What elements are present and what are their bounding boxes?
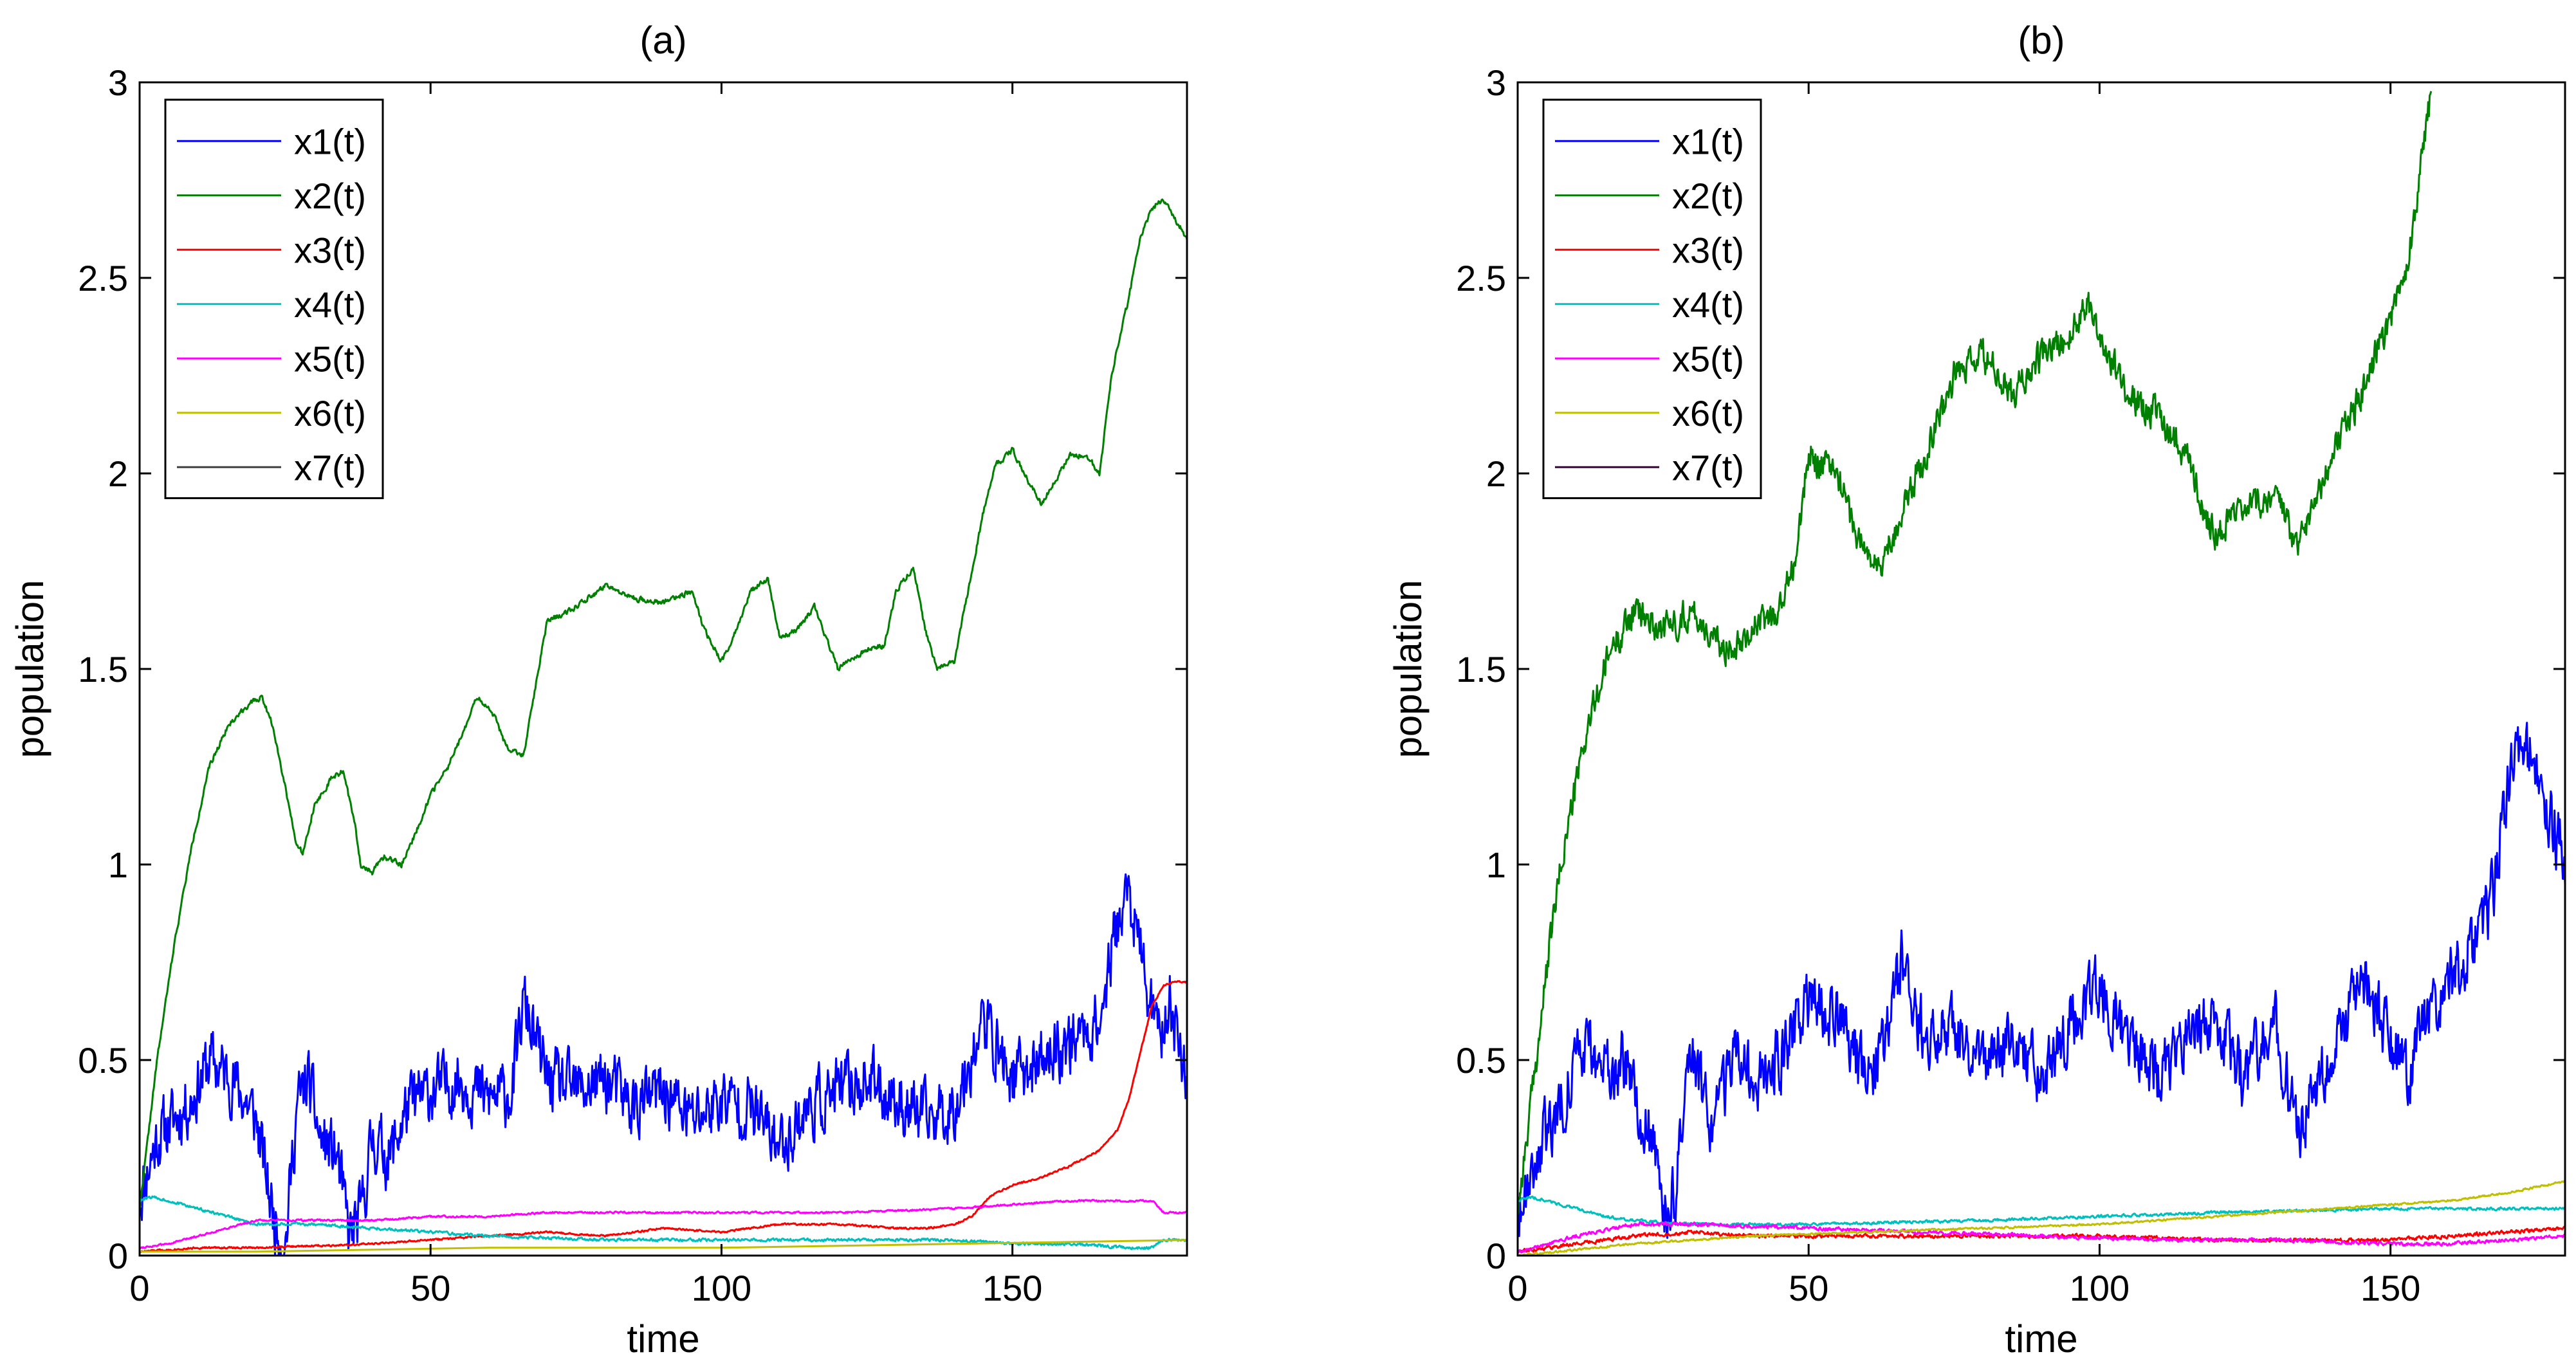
legend-label-x1: x1(t) <box>294 121 366 161</box>
y-tick-label: 0.5 <box>78 1040 128 1081</box>
legend-label-x4: x4(t) <box>1672 284 1744 325</box>
x-axis-label: time <box>627 1317 699 1360</box>
panel-title: (a) <box>639 19 686 62</box>
y-tick-label: 2.5 <box>78 258 128 298</box>
series-group <box>140 198 1187 1256</box>
y-tick-label: 3 <box>108 62 128 103</box>
chart-panel-b: 0 50 100 150 0 0.5 1 1.5 2 2.5 3 (b) time population x… <box>1386 19 2566 1360</box>
y-tick-label: 2.5 <box>1456 258 1506 298</box>
x-tick-label: 150 <box>982 1268 1042 1308</box>
series-line-x6 <box>140 1239 1187 1253</box>
legend-label-x6: x6(t) <box>1672 393 1744 434</box>
x-tick-label: 100 <box>2070 1268 2130 1308</box>
y-axis-label: population <box>8 580 51 758</box>
x-tick-label: 150 <box>2360 1268 2420 1308</box>
y-tick-label: 1 <box>1486 845 1506 885</box>
y-axis-label: population <box>1386 580 1430 758</box>
legend-label-x2: x2(t) <box>1672 176 1744 216</box>
series-line-x2 <box>140 198 1187 1211</box>
chart-panel-a: 0 50 100 150 0 0.5 1 1.5 2 2.5 3 (a) time population x… <box>8 19 1188 1360</box>
legend-box <box>1542 98 1762 499</box>
series-line-x6 <box>1518 1179 2565 1256</box>
series-line-x2 <box>1518 91 2433 1216</box>
x-axis-label: time <box>2005 1317 2077 1360</box>
legend-label-x5: x5(t) <box>1672 338 1744 379</box>
legend: x1(t) x2(t) x3(t) x4(t) x5(t) x6(t) x7(t) <box>1542 98 1762 499</box>
legend-label-x7: x7(t) <box>1672 447 1744 488</box>
legend: x1(t) x2(t) x3(t) x4(t) x5(t) x6(t) x7(t) <box>164 98 384 499</box>
series-line-x5 <box>140 1198 1187 1249</box>
y-tick-label: 3 <box>1486 62 1506 103</box>
legend-label-x3: x3(t) <box>294 230 366 270</box>
x-tick-label: 100 <box>692 1268 751 1308</box>
y-tick-label: 0 <box>1486 1236 1506 1276</box>
legend-label-x1: x1(t) <box>1672 121 1744 161</box>
legend-label-x7: x7(t) <box>294 447 366 488</box>
series-line-x1 <box>140 873 1187 1256</box>
x-tick-label: 50 <box>410 1268 450 1308</box>
x-tick-label: 0 <box>1507 1268 1527 1308</box>
y-tick-label: 2 <box>108 453 128 494</box>
series-line-x3 <box>140 980 1187 1254</box>
y-tick-label: 0.5 <box>1456 1040 1506 1081</box>
x-tick-label: 0 <box>129 1268 149 1308</box>
legend-label-x3: x3(t) <box>1672 230 1744 270</box>
y-tick-label: 1.5 <box>1456 649 1506 690</box>
panel-title: (b) <box>2018 19 2065 62</box>
series-line-x5 <box>1518 1221 2565 1254</box>
series-line-x1 <box>1518 722 2565 1239</box>
y-tick-label: 2 <box>1486 453 1506 494</box>
x-tick-label: 50 <box>1789 1268 1828 1308</box>
legend-box <box>164 98 384 499</box>
legend-label-x2: x2(t) <box>294 176 366 216</box>
y-tick-label: 1.5 <box>78 649 128 690</box>
legend-label-x5: x5(t) <box>294 338 366 379</box>
legend-label-x4: x4(t) <box>294 284 366 325</box>
series-group <box>1518 91 2565 1256</box>
legend-label-x6: x6(t) <box>294 393 366 434</box>
y-tick-label: 1 <box>108 845 128 885</box>
y-tick-label: 0 <box>108 1236 128 1276</box>
